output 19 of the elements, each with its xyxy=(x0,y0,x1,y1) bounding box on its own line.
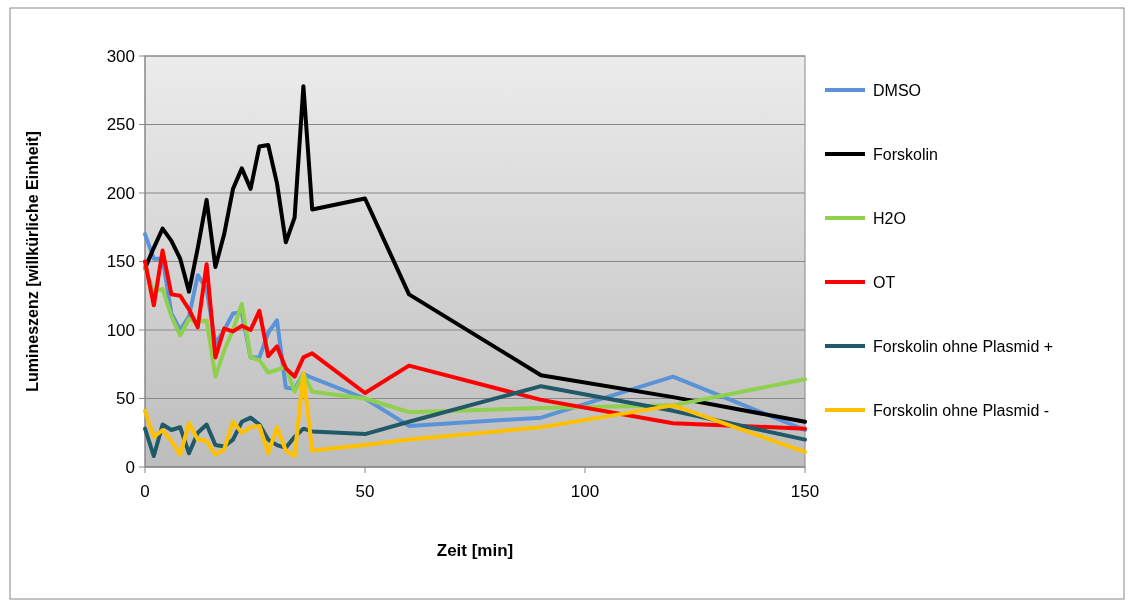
legend-label: DMSO xyxy=(873,81,921,99)
y-tick-label: 200 xyxy=(106,183,135,203)
legend-label: OT xyxy=(873,273,896,291)
y-tick-label: 250 xyxy=(106,115,135,135)
legend-label: Forskolin xyxy=(873,145,938,163)
x-axis-title: Zeit [min] xyxy=(436,541,514,560)
y-axis-title: Lumineszenz [willkürliche Einheit] xyxy=(24,131,41,392)
x-tick-label: 0 xyxy=(140,482,150,501)
x-tick-label: 150 xyxy=(790,482,820,501)
y-tick-label: 100 xyxy=(106,320,135,340)
y-tick-label: 300 xyxy=(106,46,135,66)
y-tick-label: 50 xyxy=(116,389,135,409)
x-tick-label: 100 xyxy=(570,482,600,501)
x-tick-label: 50 xyxy=(355,482,375,501)
y-tick-label: 150 xyxy=(106,252,135,272)
legend-label: Forskolin ohne Plasmid - xyxy=(873,401,1050,419)
y-tick-label: 0 xyxy=(125,457,135,477)
legend-label: H2O xyxy=(873,209,906,227)
legend-label: Forskolin ohne Plasmid + xyxy=(873,337,1054,355)
